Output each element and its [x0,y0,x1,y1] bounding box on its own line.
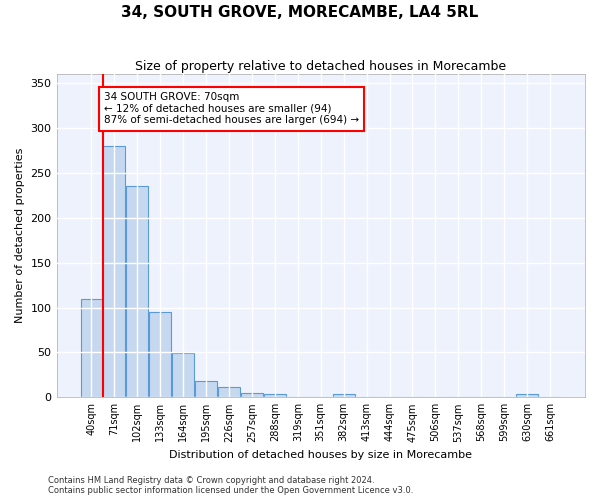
Bar [195,381,217,398]
Bar [103,146,125,398]
X-axis label: Distribution of detached houses by size in Morecambe: Distribution of detached houses by size … [169,450,472,460]
Bar [241,393,263,398]
Bar [218,388,240,398]
Bar [127,186,148,398]
Bar [264,394,286,398]
Bar [172,354,194,398]
Bar [333,394,355,398]
Text: 34, SOUTH GROVE, MORECAMBE, LA4 5RL: 34, SOUTH GROVE, MORECAMBE, LA4 5RL [121,5,479,20]
Bar [149,312,171,398]
Text: 34 SOUTH GROVE: 70sqm
← 12% of detached houses are smaller (94)
87% of semi-deta: 34 SOUTH GROVE: 70sqm ← 12% of detached … [104,92,359,126]
Title: Size of property relative to detached houses in Morecambe: Size of property relative to detached ho… [135,60,506,73]
Text: Contains HM Land Registry data © Crown copyright and database right 2024.
Contai: Contains HM Land Registry data © Crown c… [48,476,413,495]
Bar [516,394,538,398]
Y-axis label: Number of detached properties: Number of detached properties [15,148,25,324]
Bar [80,298,103,398]
